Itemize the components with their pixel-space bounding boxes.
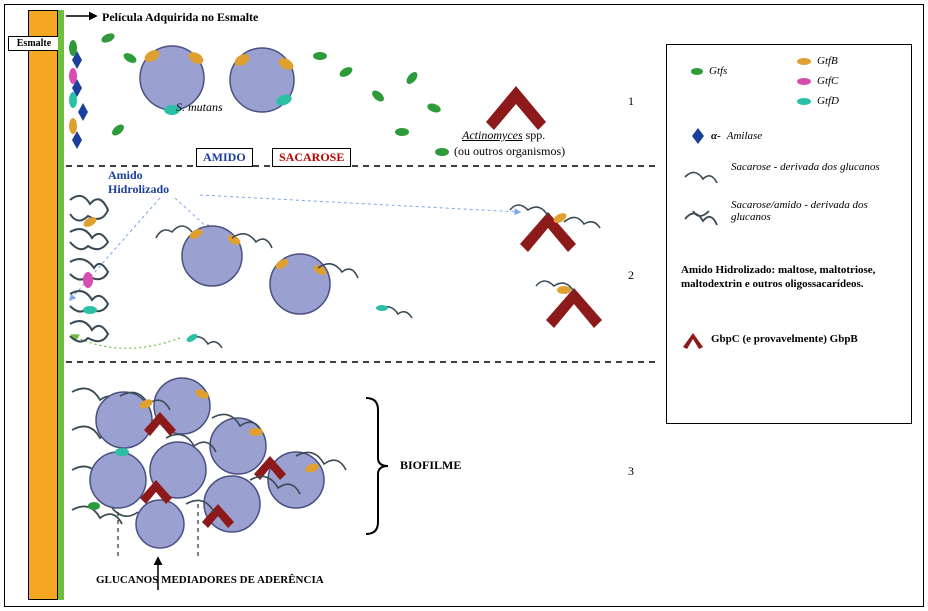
- stage-num-3: 3: [628, 464, 634, 479]
- biofilme-label: BIOFILME: [400, 458, 461, 473]
- amilase-icon: [691, 127, 705, 145]
- glucan-b-icon: [681, 199, 725, 231]
- gtfd-icon: [797, 98, 811, 105]
- legend-amido-note: Amido Hidrolizado: maltose, maltotriose,…: [681, 263, 901, 292]
- legend-box: Gtfs GtfB GtfC GtfD α-Amilase Sacarose -…: [666, 44, 912, 424]
- legend-gtfd: GtfD: [797, 95, 839, 107]
- legend-gtfs: Gtfs: [691, 65, 727, 77]
- stage-num-2: 2: [628, 268, 634, 283]
- gtfb-icon: [797, 58, 811, 65]
- glucanos-label: GLUCANOS MEDIADORES DE ADERÊNCIA: [96, 574, 324, 586]
- gtfc-icon: [797, 78, 811, 85]
- gbp-icon: [681, 327, 705, 351]
- legend-gtfc: GtfC: [797, 75, 838, 87]
- legend-amilase: α-Amilase: [691, 127, 762, 145]
- glucan-a-icon: [681, 161, 725, 187]
- legend-sacamido: Sacarose/amido - derivada dos glucanos: [681, 199, 901, 231]
- legend-gbp: GbpC (e provavelmente) GbpB: [681, 327, 901, 351]
- legend-gtfb: GtfB: [797, 55, 838, 67]
- legend-sacarose: Sacarose - derivada dos glucanos: [681, 161, 901, 187]
- stage-num-1: 1: [628, 94, 634, 109]
- gtfs-icon: [691, 68, 703, 75]
